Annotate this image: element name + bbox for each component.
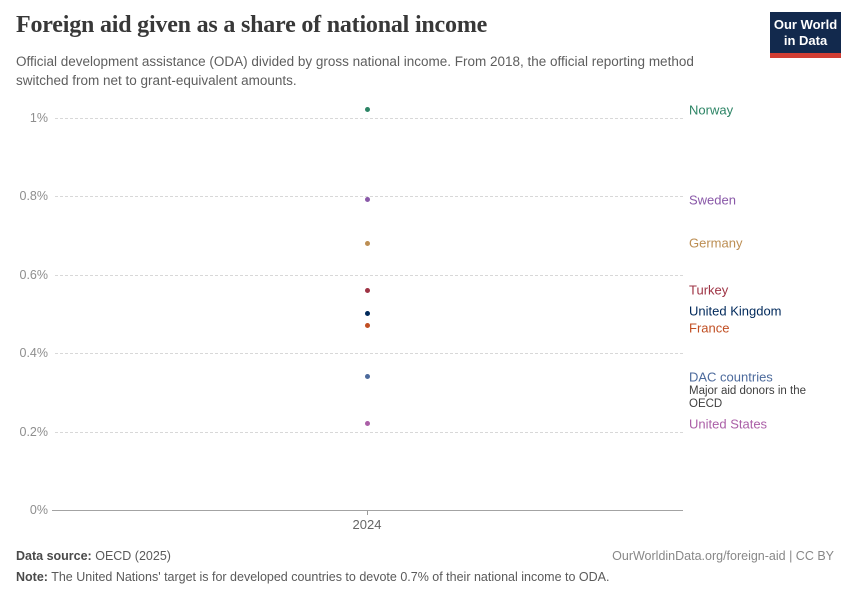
note-label: Note: xyxy=(16,570,48,584)
y-axis-tick-label: 1% xyxy=(29,110,48,125)
y-axis-tick-label: 0.8% xyxy=(19,189,49,203)
data-point-france[interactable] xyxy=(364,323,370,329)
chart-subtitle: Official development assistance (ODA) di… xyxy=(16,54,694,88)
data-point-turkey[interactable] xyxy=(364,287,370,293)
y-axis-tick-label: 0.2% xyxy=(19,424,49,439)
gridline xyxy=(55,274,683,276)
y-axis-tick-label: 0.4% xyxy=(19,346,49,360)
chart-note: Note: The United Nations' target is for … xyxy=(16,570,609,584)
x-axis-tick-mark xyxy=(367,511,368,515)
entity-sublabel: Major aid donors in the OECD xyxy=(689,384,806,411)
entity-label-sweden[interactable]: Sweden xyxy=(689,192,736,208)
x-axis-tick-label: 2024 xyxy=(352,517,382,532)
data-point-norway[interactable] xyxy=(364,107,370,113)
y-axis-tick-label: 0% xyxy=(29,503,48,517)
entity-label-united-states[interactable]: United States xyxy=(689,416,768,432)
owid-logo-text: Our World in Data xyxy=(773,17,838,48)
owid-logo-red-bar xyxy=(770,53,841,58)
entity-label-dac-countries[interactable]: DAC countries xyxy=(689,369,773,385)
entity-label-turkey[interactable]: Turkey xyxy=(689,282,729,298)
x-axis-line xyxy=(52,510,683,511)
data-point-sweden[interactable] xyxy=(364,197,370,203)
data-source-value: OECD (2025) xyxy=(95,549,171,563)
data-point-germany[interactable] xyxy=(364,240,370,246)
data-point-united-kingdom[interactable] xyxy=(364,311,370,317)
data-point-dac-countries[interactable] xyxy=(364,374,370,380)
gridline xyxy=(55,353,683,354)
gridline xyxy=(55,196,683,197)
entity-label-france[interactable]: France xyxy=(689,320,730,336)
data-source-label: Data source: xyxy=(16,549,92,563)
data-source: Data source: OECD (2025) xyxy=(16,549,171,563)
note-value: The United Nations' target is for develo… xyxy=(51,570,610,584)
attribution-link[interactable]: OurWorldinData.org/foreign-aid | CC BY xyxy=(612,549,834,563)
gridline xyxy=(55,431,683,433)
owid-logo[interactable]: Our World in Data xyxy=(770,12,841,58)
y-axis-tick-label: 0.6% xyxy=(19,267,49,282)
gridline xyxy=(55,117,683,119)
entity-label-norway[interactable]: Norway xyxy=(689,102,734,118)
entity-label-germany[interactable]: Germany xyxy=(689,235,743,251)
data-point-united-states[interactable] xyxy=(364,421,370,427)
entity-label-united-kingdom[interactable]: United Kingdom xyxy=(689,303,782,319)
page-title: Foreign aid given as a share of national… xyxy=(16,12,488,38)
